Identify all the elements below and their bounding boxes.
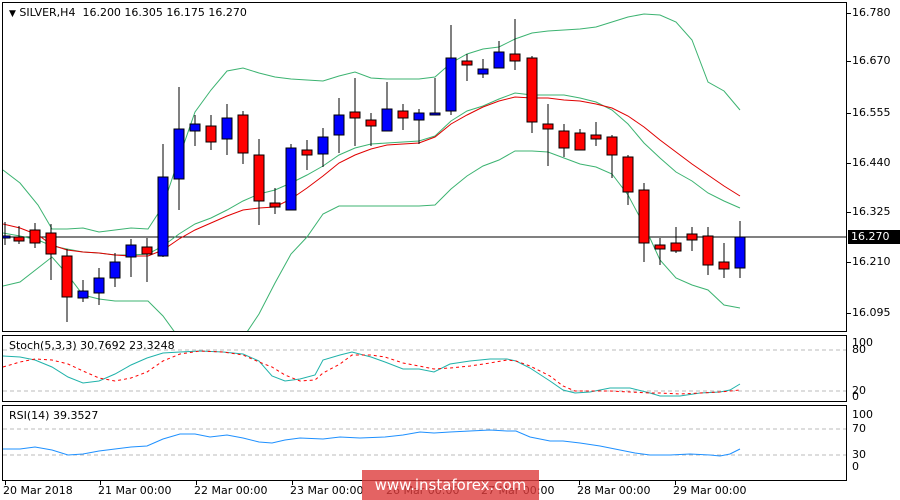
bullish-candle bbox=[125, 244, 137, 258]
bullish-candle bbox=[333, 114, 345, 136]
price-tick-label: 16.555 bbox=[852, 106, 891, 119]
bullish-candle bbox=[157, 176, 169, 257]
price-tick-label: 16.670 bbox=[852, 54, 891, 67]
time-tick-label: 22 Mar 00:00 bbox=[194, 484, 268, 497]
bearish-candle bbox=[574, 132, 586, 151]
time-tick bbox=[579, 481, 580, 485]
bearish-candle bbox=[509, 53, 521, 62]
bearish-candle bbox=[638, 189, 650, 244]
bullish-candle bbox=[173, 128, 185, 180]
stoch-label: Stoch(5,3,3) 30.7692 23.3248 bbox=[9, 339, 175, 352]
bullish-candle bbox=[477, 68, 489, 75]
time-tick bbox=[100, 481, 101, 485]
symbol-ohlc-label: SILVER,H4 16.200 16.305 16.175 16.270 bbox=[19, 6, 247, 19]
bullish-candle bbox=[445, 57, 457, 112]
bearish-candle bbox=[253, 154, 265, 202]
indicator-level-label: 100 bbox=[852, 408, 873, 421]
bearish-candle bbox=[141, 246, 153, 255]
bullish-candle bbox=[734, 236, 746, 269]
indicator-level-label: 100 bbox=[852, 336, 873, 349]
bearish-candle bbox=[45, 232, 57, 255]
stoch-signal-line bbox=[2, 350, 741, 395]
bearish-candle bbox=[349, 111, 361, 119]
bearish-candle bbox=[61, 255, 73, 298]
price-tick-label: 16.210 bbox=[852, 255, 891, 268]
price-tick-label: 16.325 bbox=[852, 205, 891, 218]
rsi-line bbox=[3, 429, 741, 457]
bearish-candle bbox=[461, 60, 473, 66]
bearish-candle bbox=[590, 134, 602, 140]
time-tick bbox=[5, 481, 6, 485]
time-tick-label: 28 Mar 00:00 bbox=[577, 484, 651, 497]
indicator-level-label: 0 bbox=[852, 460, 859, 473]
indicator-level-label: 30 bbox=[852, 448, 866, 461]
bearish-candle bbox=[622, 156, 634, 193]
bullish-candle bbox=[109, 261, 121, 279]
time-tick-label: 21 Mar 00:00 bbox=[98, 484, 172, 497]
price-tick bbox=[847, 163, 851, 164]
dropdown-triangle-icon[interactable]: ▼ bbox=[9, 9, 16, 19]
bullish-candle bbox=[189, 123, 201, 132]
bearish-candle bbox=[670, 242, 682, 252]
price-tick bbox=[847, 13, 851, 14]
time-tick bbox=[292, 481, 293, 485]
rsi-label: RSI(14) 39.3527 bbox=[9, 409, 99, 422]
indicator-level-label: 80 bbox=[852, 343, 866, 356]
price-tick-label: 16.095 bbox=[852, 306, 891, 319]
indicator-level-label: 0 bbox=[852, 390, 859, 403]
indicator-level-label: 70 bbox=[852, 422, 866, 435]
price-tick bbox=[847, 212, 851, 213]
bearish-candle bbox=[301, 149, 313, 156]
bearish-candle bbox=[365, 119, 377, 127]
bullish-candle bbox=[413, 112, 425, 121]
bullish-candle bbox=[93, 277, 105, 294]
bullish-candle bbox=[285, 147, 297, 211]
time-tick bbox=[675, 481, 676, 485]
stoch-main-line bbox=[2, 350, 741, 397]
watermark: www.instaforex.com bbox=[362, 470, 539, 500]
time-tick bbox=[196, 481, 197, 485]
time-tick-label: 23 Mar 00:00 bbox=[290, 484, 364, 497]
indicator-level-label: 20 bbox=[852, 384, 866, 397]
bearish-candle bbox=[269, 202, 281, 208]
bullish-candle bbox=[3, 235, 11, 239]
bearish-candle bbox=[558, 130, 570, 149]
time-tick-label: 29 Mar 00:00 bbox=[673, 484, 747, 497]
bearish-candle bbox=[702, 235, 714, 266]
bearish-candle bbox=[606, 136, 618, 156]
bullish-candle bbox=[221, 117, 233, 140]
bearish-candle bbox=[542, 123, 554, 130]
chart-title: ▼ SILVER,H4 16.200 16.305 16.175 16.270 bbox=[9, 6, 247, 19]
bearish-candle bbox=[718, 261, 730, 270]
bearish-candle bbox=[654, 244, 666, 250]
price-tick-label: 16.440 bbox=[852, 156, 891, 169]
bearish-candle bbox=[397, 110, 409, 119]
bearish-candle bbox=[205, 125, 217, 143]
price-tick bbox=[847, 262, 851, 263]
main-chart-pane[interactable]: ▼ SILVER,H4 16.200 16.305 16.175 16.270 bbox=[2, 2, 847, 332]
bearish-candle bbox=[686, 233, 698, 241]
current-price-tag: 16.270 bbox=[848, 230, 900, 244]
bearish-candle bbox=[526, 57, 538, 123]
bullish-candle bbox=[493, 51, 505, 69]
bullish-candle bbox=[429, 112, 441, 116]
bearish-candle bbox=[29, 229, 41, 244]
price-tick-label: 16.780 bbox=[852, 6, 891, 19]
bollinger-upper-line bbox=[3, 13, 741, 233]
time-tick-label: 20 Mar 2018 bbox=[3, 484, 73, 497]
bollinger-lower-line bbox=[3, 150, 741, 331]
bearish-candle bbox=[237, 114, 249, 154]
price-tick bbox=[847, 113, 851, 114]
price-tick bbox=[847, 313, 851, 314]
bullish-candle bbox=[77, 290, 89, 299]
price-tick bbox=[847, 61, 851, 62]
bullish-candle bbox=[317, 136, 329, 155]
bearish-candle bbox=[13, 236, 25, 242]
bullish-candle bbox=[381, 108, 393, 132]
